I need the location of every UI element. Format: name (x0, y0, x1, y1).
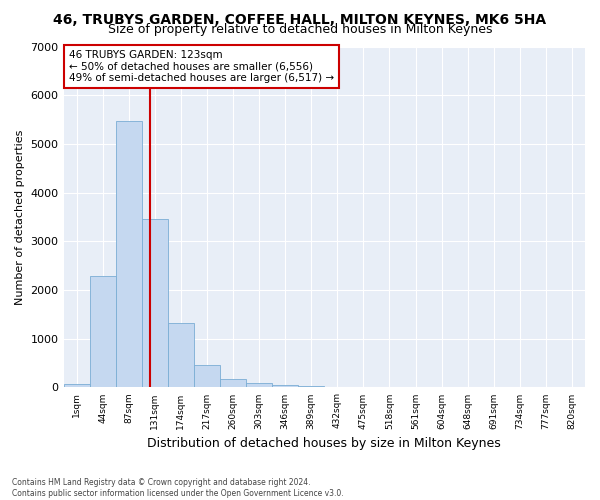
Bar (324, 386, 350, 388)
Y-axis label: Number of detached properties: Number of detached properties (15, 130, 25, 304)
Bar (298, 386, 324, 388)
Bar (272, 384, 298, 388)
Text: 46 TRUBYS GARDEN: 123sqm
← 50% of detached houses are smaller (6,556)
49% of sem: 46 TRUBYS GARDEN: 123sqm ← 50% of detach… (69, 50, 334, 83)
Text: 46, TRUBYS GARDEN, COFFEE HALL, MILTON KEYNES, MK6 5HA: 46, TRUBYS GARDEN, COFFEE HALL, MILTON K… (53, 12, 547, 26)
Text: Size of property relative to detached houses in Milton Keynes: Size of property relative to detached ho… (108, 22, 492, 36)
Bar (194, 364, 220, 388)
Bar (116, 121, 142, 388)
Bar (89, 276, 116, 388)
Bar (64, 384, 89, 388)
Bar (168, 323, 194, 388)
Bar (220, 379, 246, 388)
X-axis label: Distribution of detached houses by size in Milton Keynes: Distribution of detached houses by size … (148, 437, 501, 450)
Bar (142, 219, 168, 388)
Text: Contains HM Land Registry data © Crown copyright and database right 2024.
Contai: Contains HM Land Registry data © Crown c… (12, 478, 344, 498)
Bar (246, 383, 272, 388)
